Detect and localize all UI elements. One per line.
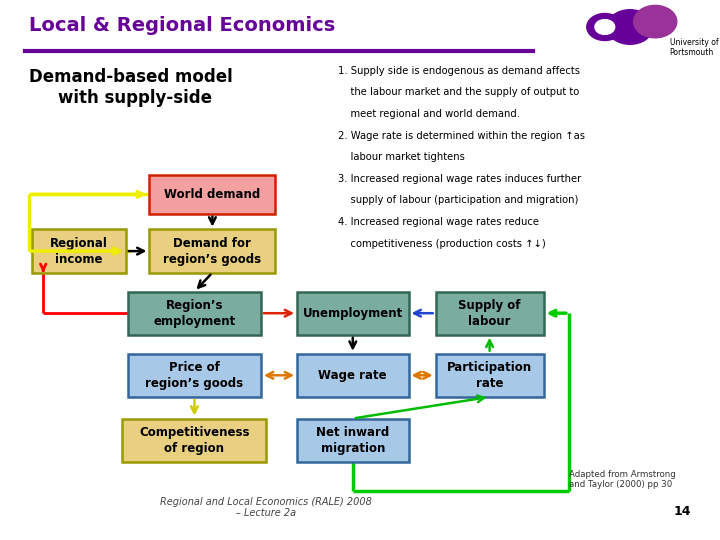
Text: Adapted from Armstrong
and Taylor (2000) pp 30: Adapted from Armstrong and Taylor (2000)… xyxy=(569,470,675,489)
FancyBboxPatch shape xyxy=(436,292,544,335)
Text: Region’s
employment: Region’s employment xyxy=(153,299,235,328)
Text: 2. Wage rate is determined within the region ↑as: 2. Wage rate is determined within the re… xyxy=(338,131,585,141)
Circle shape xyxy=(607,10,653,44)
FancyBboxPatch shape xyxy=(436,354,544,397)
Text: Unemployment: Unemployment xyxy=(302,307,403,320)
Text: supply of labour (participation and migration): supply of labour (participation and migr… xyxy=(338,195,579,206)
Text: Competitiveness
of region: Competitiveness of region xyxy=(139,426,250,455)
Text: Demand for
region’s goods: Demand for region’s goods xyxy=(163,237,261,266)
Text: competitiveness (production costs ↑↓): competitiveness (production costs ↑↓) xyxy=(338,239,546,249)
FancyBboxPatch shape xyxy=(32,230,126,273)
Text: 3. Increased regional wage rates induces further: 3. Increased regional wage rates induces… xyxy=(338,174,582,184)
Text: 1. Supply side is endogenous as demand affects: 1. Supply side is endogenous as demand a… xyxy=(338,66,580,76)
Text: meet regional and world demand.: meet regional and world demand. xyxy=(338,109,521,119)
Bar xyxy=(0,0,720,51)
Text: Supply of
labour: Supply of labour xyxy=(459,299,521,328)
Text: Local & Regional Economics: Local & Regional Economics xyxy=(29,16,335,36)
Circle shape xyxy=(634,5,677,38)
Text: the labour market and the supply of output to: the labour market and the supply of outp… xyxy=(338,87,580,98)
FancyBboxPatch shape xyxy=(150,175,275,214)
FancyBboxPatch shape xyxy=(128,292,261,335)
Text: Net inward
migration: Net inward migration xyxy=(316,426,390,455)
FancyBboxPatch shape xyxy=(297,418,409,462)
Text: labour market tightens: labour market tightens xyxy=(338,152,465,163)
Text: with supply-side: with supply-side xyxy=(58,89,212,107)
Text: 14: 14 xyxy=(674,505,691,518)
Text: Wage rate: Wage rate xyxy=(318,369,387,382)
Text: Demand-based model: Demand-based model xyxy=(29,68,233,85)
Text: Regional
income: Regional income xyxy=(50,237,108,266)
Text: University of
Portsmouth: University of Portsmouth xyxy=(670,38,719,57)
Text: Regional and Local Economics (RALE) 2008
– Lecture 2a: Regional and Local Economics (RALE) 2008… xyxy=(161,497,372,518)
Circle shape xyxy=(595,19,615,35)
Text: Participation
rate: Participation rate xyxy=(447,361,532,390)
FancyBboxPatch shape xyxy=(150,230,275,273)
Circle shape xyxy=(587,14,623,40)
Text: World demand: World demand xyxy=(164,188,261,201)
FancyBboxPatch shape xyxy=(297,292,409,335)
Text: Price of
region’s goods: Price of region’s goods xyxy=(145,361,243,390)
FancyBboxPatch shape xyxy=(122,418,266,462)
FancyBboxPatch shape xyxy=(297,354,409,397)
FancyBboxPatch shape xyxy=(128,354,261,397)
Text: 4. Increased regional wage rates reduce: 4. Increased regional wage rates reduce xyxy=(338,217,539,227)
